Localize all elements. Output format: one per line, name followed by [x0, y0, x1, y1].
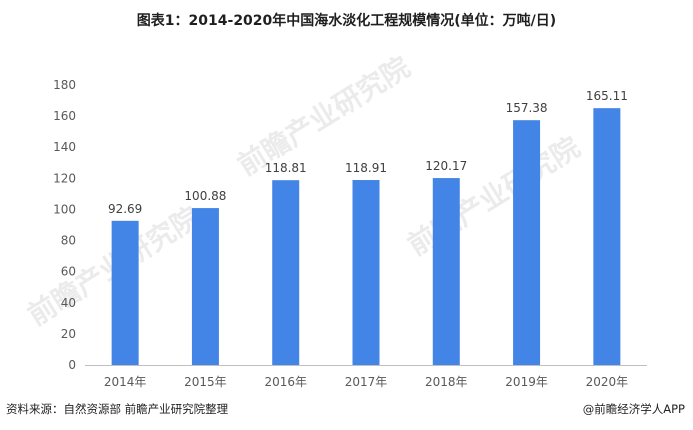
x-tick-label: 2014年: [104, 375, 147, 389]
y-tick-label: 60: [61, 265, 76, 279]
data-label: 120.17: [425, 159, 467, 173]
bar: [352, 180, 380, 365]
y-tick-label: 40: [61, 296, 76, 310]
data-label: 165.11: [586, 89, 628, 103]
x-tick-label: 2015年: [184, 375, 227, 389]
credit-note: @前瞻经济学人APP: [582, 402, 685, 416]
data-label: 92.69: [108, 202, 142, 216]
data-label: 118.91: [345, 161, 387, 175]
y-tick-label: 120: [53, 171, 76, 185]
y-tick-label: 100: [53, 202, 76, 216]
source-note: 资料来源：自然资源部 前瞻产业研究院整理: [6, 402, 229, 416]
value-labels: 92.69 100.88 118.81 118.91 120.17 157.38 165.1…: [108, 89, 628, 216]
y-tick-label: 0: [68, 358, 76, 372]
bars: [111, 108, 621, 365]
x-axis-ticks: 2014年 2015年 2016年 2017年 2018年 2019年 2020年: [104, 375, 628, 389]
bar: [593, 108, 621, 365]
x-tick-label: 2018年: [425, 375, 468, 389]
bar: [111, 220, 139, 365]
y-tick-label: 20: [61, 327, 76, 341]
y-tick-label: 160: [53, 109, 76, 123]
data-label: 157.38: [506, 101, 548, 115]
bar: [272, 180, 300, 365]
data-label: 118.81: [265, 161, 307, 175]
bar: [432, 178, 460, 365]
chart-title: 图表1：2014-2020年中国海水淡化工程规模情况(单位：万吨/日): [136, 13, 557, 29]
y-tick-label: 80: [61, 234, 76, 248]
x-tick-label: 2020年: [586, 375, 629, 389]
bar: [191, 208, 219, 365]
x-tick-label: 2017年: [345, 375, 388, 389]
bar: [513, 120, 541, 365]
data-label: 100.88: [184, 189, 226, 203]
bar-chart: 0 20 40 60 80 100 120 140 160 180 92.69 100.88 118.…: [53, 78, 647, 389]
x-tick-label: 2016年: [264, 375, 307, 389]
y-tick-label: 180: [53, 78, 76, 92]
x-tick-label: 2019年: [505, 375, 548, 389]
y-tick-label: 140: [53, 140, 76, 154]
y-axis-ticks: 0 20 40 60 80 100 120 140 160 180: [53, 78, 76, 372]
